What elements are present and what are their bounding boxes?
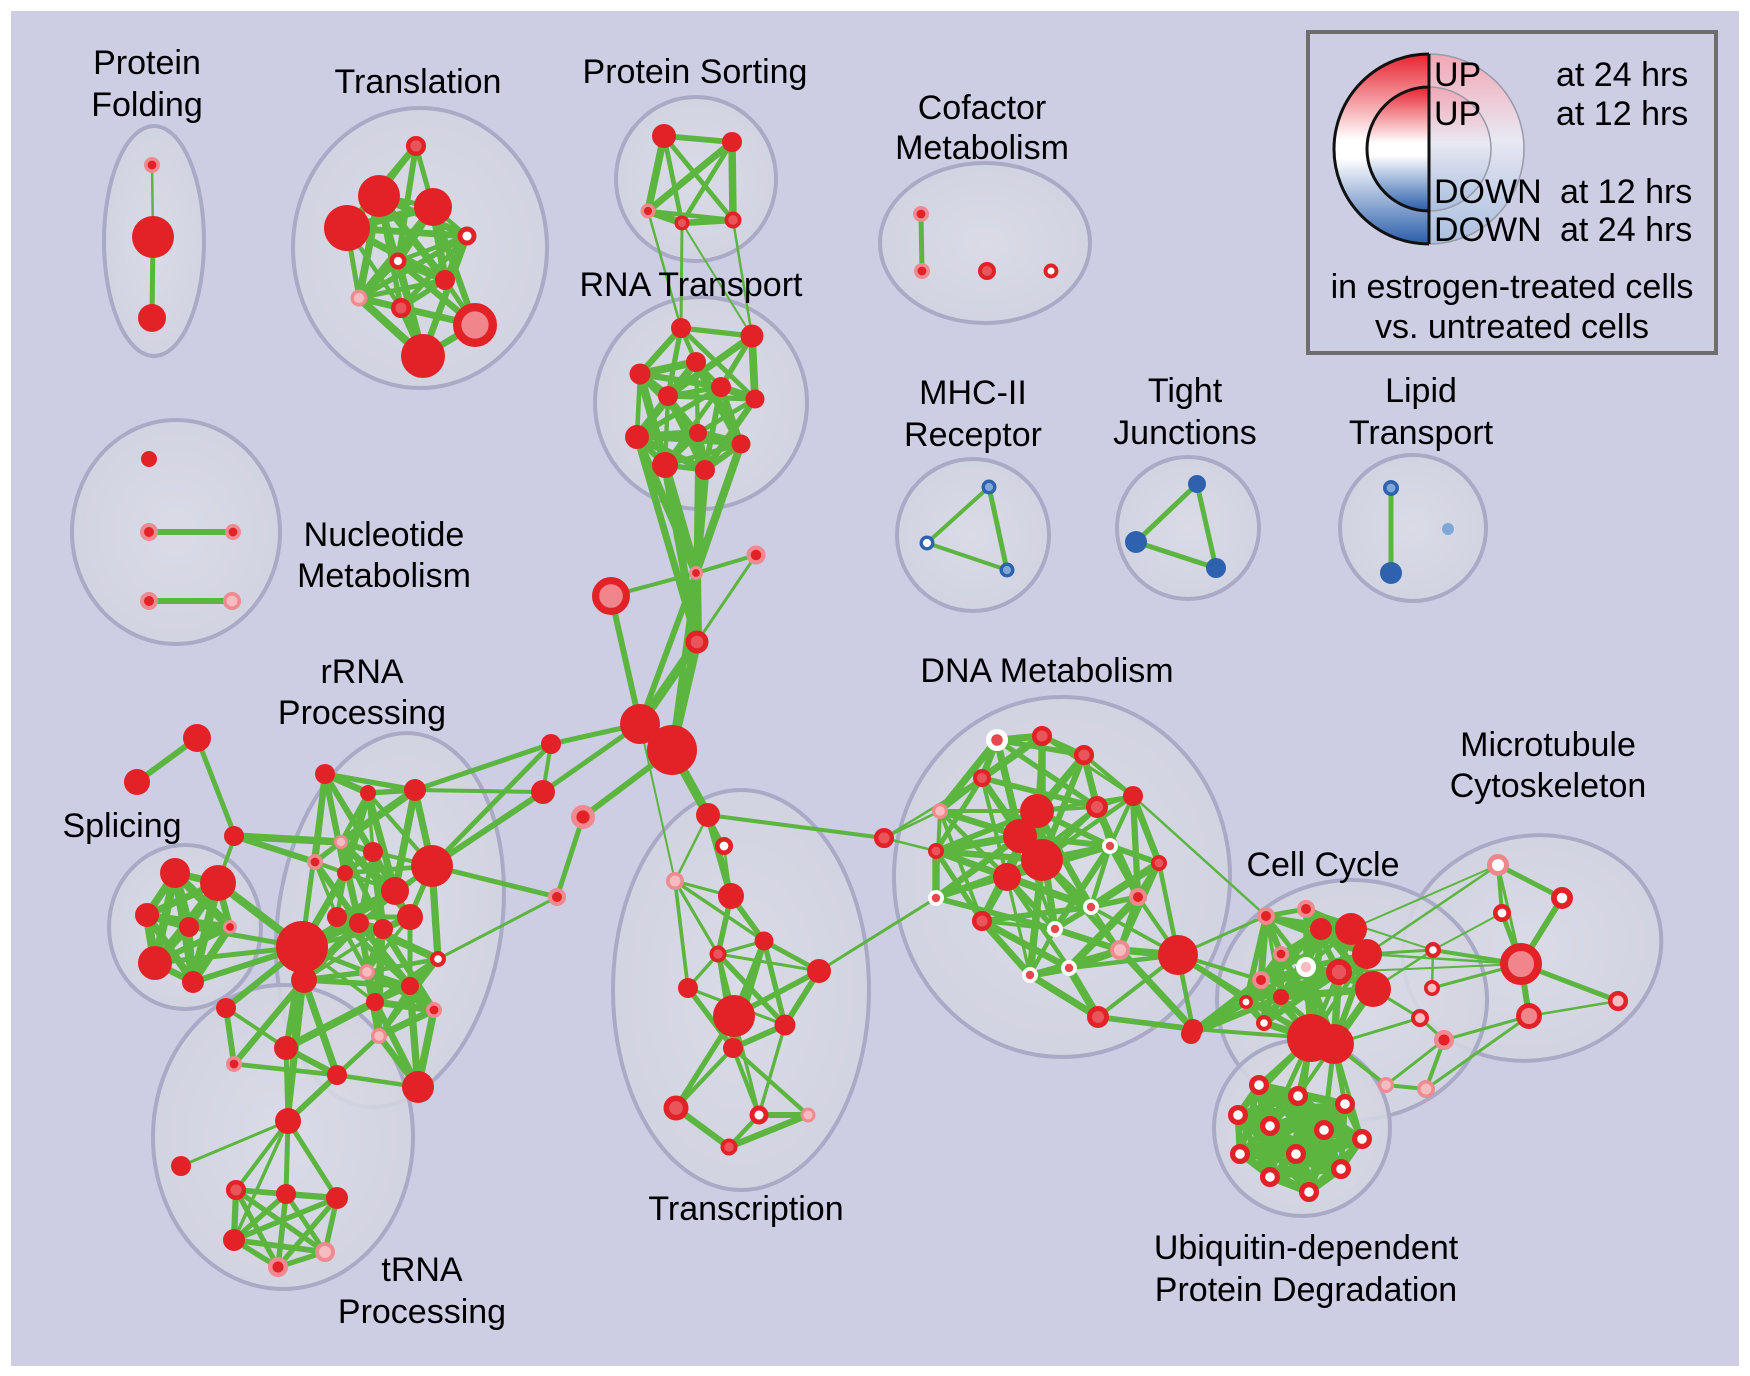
svg-text:Ubiquitin-dependent: Ubiquitin-dependent	[1154, 1229, 1459, 1267]
svg-text:DOWN: DOWN	[1434, 173, 1542, 211]
svg-text:Protein Degradation: Protein Degradation	[1155, 1271, 1457, 1309]
svg-text:in estrogen-treated cells: in estrogen-treated cells	[1331, 268, 1694, 306]
svg-text:at 24 hrs: at 24 hrs	[1560, 211, 1692, 249]
svg-text:Processing: Processing	[278, 694, 446, 732]
svg-text:Cell Cycle: Cell Cycle	[1246, 846, 1399, 884]
svg-text:DNA Metabolism: DNA Metabolism	[920, 652, 1173, 690]
svg-text:Cofactor: Cofactor	[918, 89, 1047, 127]
svg-text:DOWN: DOWN	[1434, 211, 1542, 249]
svg-text:UP: UP	[1434, 56, 1481, 94]
svg-text:Metabolism: Metabolism	[895, 129, 1069, 167]
svg-text:Translation: Translation	[335, 63, 502, 101]
svg-text:at 12 hrs: at 12 hrs	[1560, 173, 1692, 211]
svg-text:Transport: Transport	[1349, 414, 1494, 452]
svg-text:Receptor: Receptor	[904, 416, 1042, 454]
svg-text:at 12 hrs: at 12 hrs	[1556, 95, 1688, 133]
svg-text:Protein Sorting: Protein Sorting	[583, 53, 808, 91]
svg-text:tRNA: tRNA	[381, 1251, 463, 1289]
svg-text:Splicing: Splicing	[62, 807, 181, 845]
svg-text:vs. untreated cells: vs. untreated cells	[1375, 308, 1649, 346]
svg-text:Junctions: Junctions	[1113, 414, 1257, 452]
svg-text:Folding: Folding	[91, 86, 203, 124]
svg-text:Nucleotide: Nucleotide	[304, 516, 465, 554]
svg-text:Transcription: Transcription	[648, 1190, 843, 1228]
svg-text:Metabolism: Metabolism	[297, 557, 471, 595]
svg-text:rRNA: rRNA	[320, 653, 403, 691]
svg-text:RNA Transport: RNA Transport	[580, 266, 804, 304]
svg-text:Cytoskeleton: Cytoskeleton	[1450, 767, 1647, 805]
svg-text:UP: UP	[1434, 95, 1481, 133]
svg-text:Lipid: Lipid	[1385, 372, 1457, 410]
svg-text:Processing: Processing	[338, 1293, 506, 1331]
svg-text:Tight: Tight	[1148, 372, 1223, 410]
svg-text:at 24 hrs: at 24 hrs	[1556, 56, 1688, 94]
svg-text:Protein: Protein	[93, 44, 201, 82]
svg-text:MHC-II: MHC-II	[919, 374, 1027, 412]
svg-text:Microtubule: Microtubule	[1460, 726, 1636, 764]
